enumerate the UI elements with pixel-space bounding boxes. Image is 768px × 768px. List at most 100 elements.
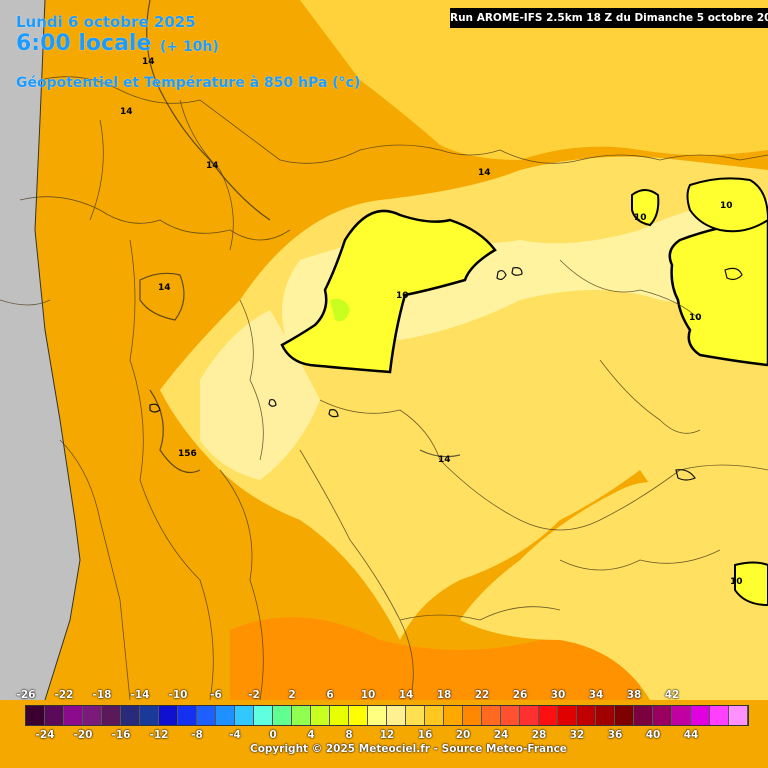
colorbar-tick-label: 38 bbox=[626, 689, 642, 701]
colorbar-swatch bbox=[710, 706, 729, 725]
colorbar-swatch bbox=[691, 706, 710, 725]
colorbar-tick-label: 12 bbox=[379, 729, 395, 741]
colorbar-tick-label: 44 bbox=[683, 729, 699, 741]
colorbar-tick-label: -14 bbox=[130, 689, 150, 701]
isohypse-label: 14 bbox=[438, 455, 451, 465]
colorbar-swatch bbox=[406, 706, 425, 725]
colorbar-tick-label: -18 bbox=[92, 689, 112, 701]
coastline bbox=[34, 0, 81, 701]
run-banner: Run AROME-IFS 2.5km 18 Z du Dimanche 5 o… bbox=[450, 8, 768, 28]
colorbar-swatch bbox=[482, 706, 501, 725]
isohypse-label: 10 bbox=[730, 577, 743, 587]
colorbar-swatch bbox=[159, 706, 178, 725]
colorbar-swatch bbox=[140, 706, 159, 725]
colorbar-swatch bbox=[178, 706, 197, 725]
colorbar-swatch bbox=[121, 706, 140, 725]
colorbar-tick-label: -16 bbox=[111, 729, 131, 741]
warm-zone-south bbox=[230, 617, 640, 700]
colorbar-tick-label: 22 bbox=[474, 689, 490, 701]
colorbar-tick-label: -8 bbox=[191, 729, 203, 741]
colorbar-swatch bbox=[235, 706, 254, 725]
colorbar-swatch bbox=[254, 706, 273, 725]
colorbar-tick-label: -20 bbox=[73, 729, 93, 741]
colorbar-tick-label: 34 bbox=[588, 689, 604, 701]
isohypse-label: 14 bbox=[142, 57, 155, 67]
colorbar-tick-label: 40 bbox=[645, 729, 661, 741]
isohypse-label: 14 bbox=[158, 283, 171, 293]
colorbar-tick-label: -26 bbox=[16, 689, 36, 701]
colorbar-tick-label: 18 bbox=[436, 689, 452, 701]
zone-14-16-north bbox=[300, 0, 768, 160]
warm-spot bbox=[330, 298, 350, 322]
colorbar-swatch bbox=[615, 706, 634, 725]
colorbar-labels-top: -26 -22 -18 -14 -10 -6 -2 2 6 10 14 18 22 26 30 34 38 42 bbox=[0, 689, 768, 703]
ocean-area bbox=[0, 0, 80, 700]
colorbar-tick-label: -12 bbox=[149, 729, 169, 741]
colorbar-tick-label: 28 bbox=[531, 729, 547, 741]
contour-blobs bbox=[149, 267, 743, 481]
colorbar-swatch bbox=[349, 706, 368, 725]
isohypse-10-northeast bbox=[686, 177, 768, 233]
colorbar-tick-label: 32 bbox=[569, 729, 585, 741]
colorbar-tick-label: 30 bbox=[550, 689, 566, 701]
colorbar-tick-label: 14 bbox=[398, 689, 414, 701]
isohypse-10-southeast bbox=[734, 561, 768, 607]
colorbar-labels-bottom: -24 -20 -16 -12 -8 -4 0 4 8 12 16 20 24 28 32 36 40 44 bbox=[0, 729, 768, 743]
colorbar-tick-label: 42 bbox=[664, 689, 680, 701]
colorbar-swatch bbox=[558, 706, 577, 725]
colorbar-swatch bbox=[634, 706, 653, 725]
colorbar bbox=[25, 705, 749, 726]
isohypse-label: 14 bbox=[120, 107, 133, 117]
colorbar-swatch bbox=[273, 706, 292, 725]
colorbar-swatch bbox=[425, 706, 444, 725]
admin-borders bbox=[0, 76, 768, 701]
forecast-local-time: 6:00 locale bbox=[16, 31, 152, 56]
colorbar-swatch bbox=[444, 706, 463, 725]
colorbar-tick-label: 10 bbox=[360, 689, 376, 701]
colorbar-swatch bbox=[26, 706, 45, 725]
colorbar-swatch bbox=[596, 706, 615, 725]
colorbar-swatch bbox=[330, 706, 349, 725]
colorbar-tick-label: 24 bbox=[493, 729, 509, 741]
colorbar-tick-label: -2 bbox=[248, 689, 260, 701]
colorbar-swatch bbox=[501, 706, 520, 725]
colorbar-tick-label: -22 bbox=[54, 689, 74, 701]
colorbar-swatch bbox=[216, 706, 235, 725]
isohypse-label: 10 bbox=[689, 313, 702, 323]
colorbar-tick-label: 26 bbox=[512, 689, 528, 701]
isohypse-label: 10 bbox=[720, 201, 733, 211]
colorbar-swatch bbox=[197, 706, 216, 725]
colorbar-swatch bbox=[653, 706, 672, 725]
isohypse-label: 10 bbox=[634, 213, 647, 223]
isohypse-label: 14 bbox=[206, 161, 219, 171]
colorbar-swatch bbox=[83, 706, 102, 725]
colorbar-swatch bbox=[539, 706, 558, 725]
colorbar-swatch bbox=[45, 706, 64, 725]
colorbar-tick-label: 20 bbox=[455, 729, 471, 741]
colorbar-tick-label: 36 bbox=[607, 729, 623, 741]
isohypse-label: 14 bbox=[478, 168, 491, 178]
isohypse-10-small bbox=[631, 189, 660, 227]
colorbar-tick-label: 8 bbox=[345, 729, 353, 741]
colorbar-tick-label: -6 bbox=[210, 689, 222, 701]
isohypse-labels: 14 14 14 14 14 14 10 10 10 10 10 14 156 bbox=[120, 57, 743, 587]
colorbar-swatch bbox=[520, 706, 539, 725]
colorbar-swatch bbox=[387, 706, 406, 725]
colorbar-swatch bbox=[729, 706, 748, 725]
colorbar-tick-label: -10 bbox=[168, 689, 188, 701]
parameter-title: Géopotentiel et Température à 850 hPa (°… bbox=[16, 75, 361, 91]
colorbar-tick-label: 0 bbox=[269, 729, 277, 741]
colorbar-tick-label: 4 bbox=[307, 729, 315, 741]
forecast-date: Lundi 6 octobre 2025 bbox=[16, 13, 196, 31]
colorbar-tick-label: -4 bbox=[229, 729, 241, 741]
colorbar-swatch bbox=[64, 706, 83, 725]
zone-14-16-southeast bbox=[460, 482, 768, 700]
forecast-lead-time: (+ 10h) bbox=[160, 39, 219, 55]
colorbar-tick-label: 2 bbox=[288, 689, 296, 701]
colorbar-swatch bbox=[292, 706, 311, 725]
copyright-text: Copyright © 2025 Meteociel.fr - Source M… bbox=[250, 743, 567, 755]
colorbar-tick-label: 6 bbox=[326, 689, 334, 701]
colorbar-swatch bbox=[102, 706, 121, 725]
